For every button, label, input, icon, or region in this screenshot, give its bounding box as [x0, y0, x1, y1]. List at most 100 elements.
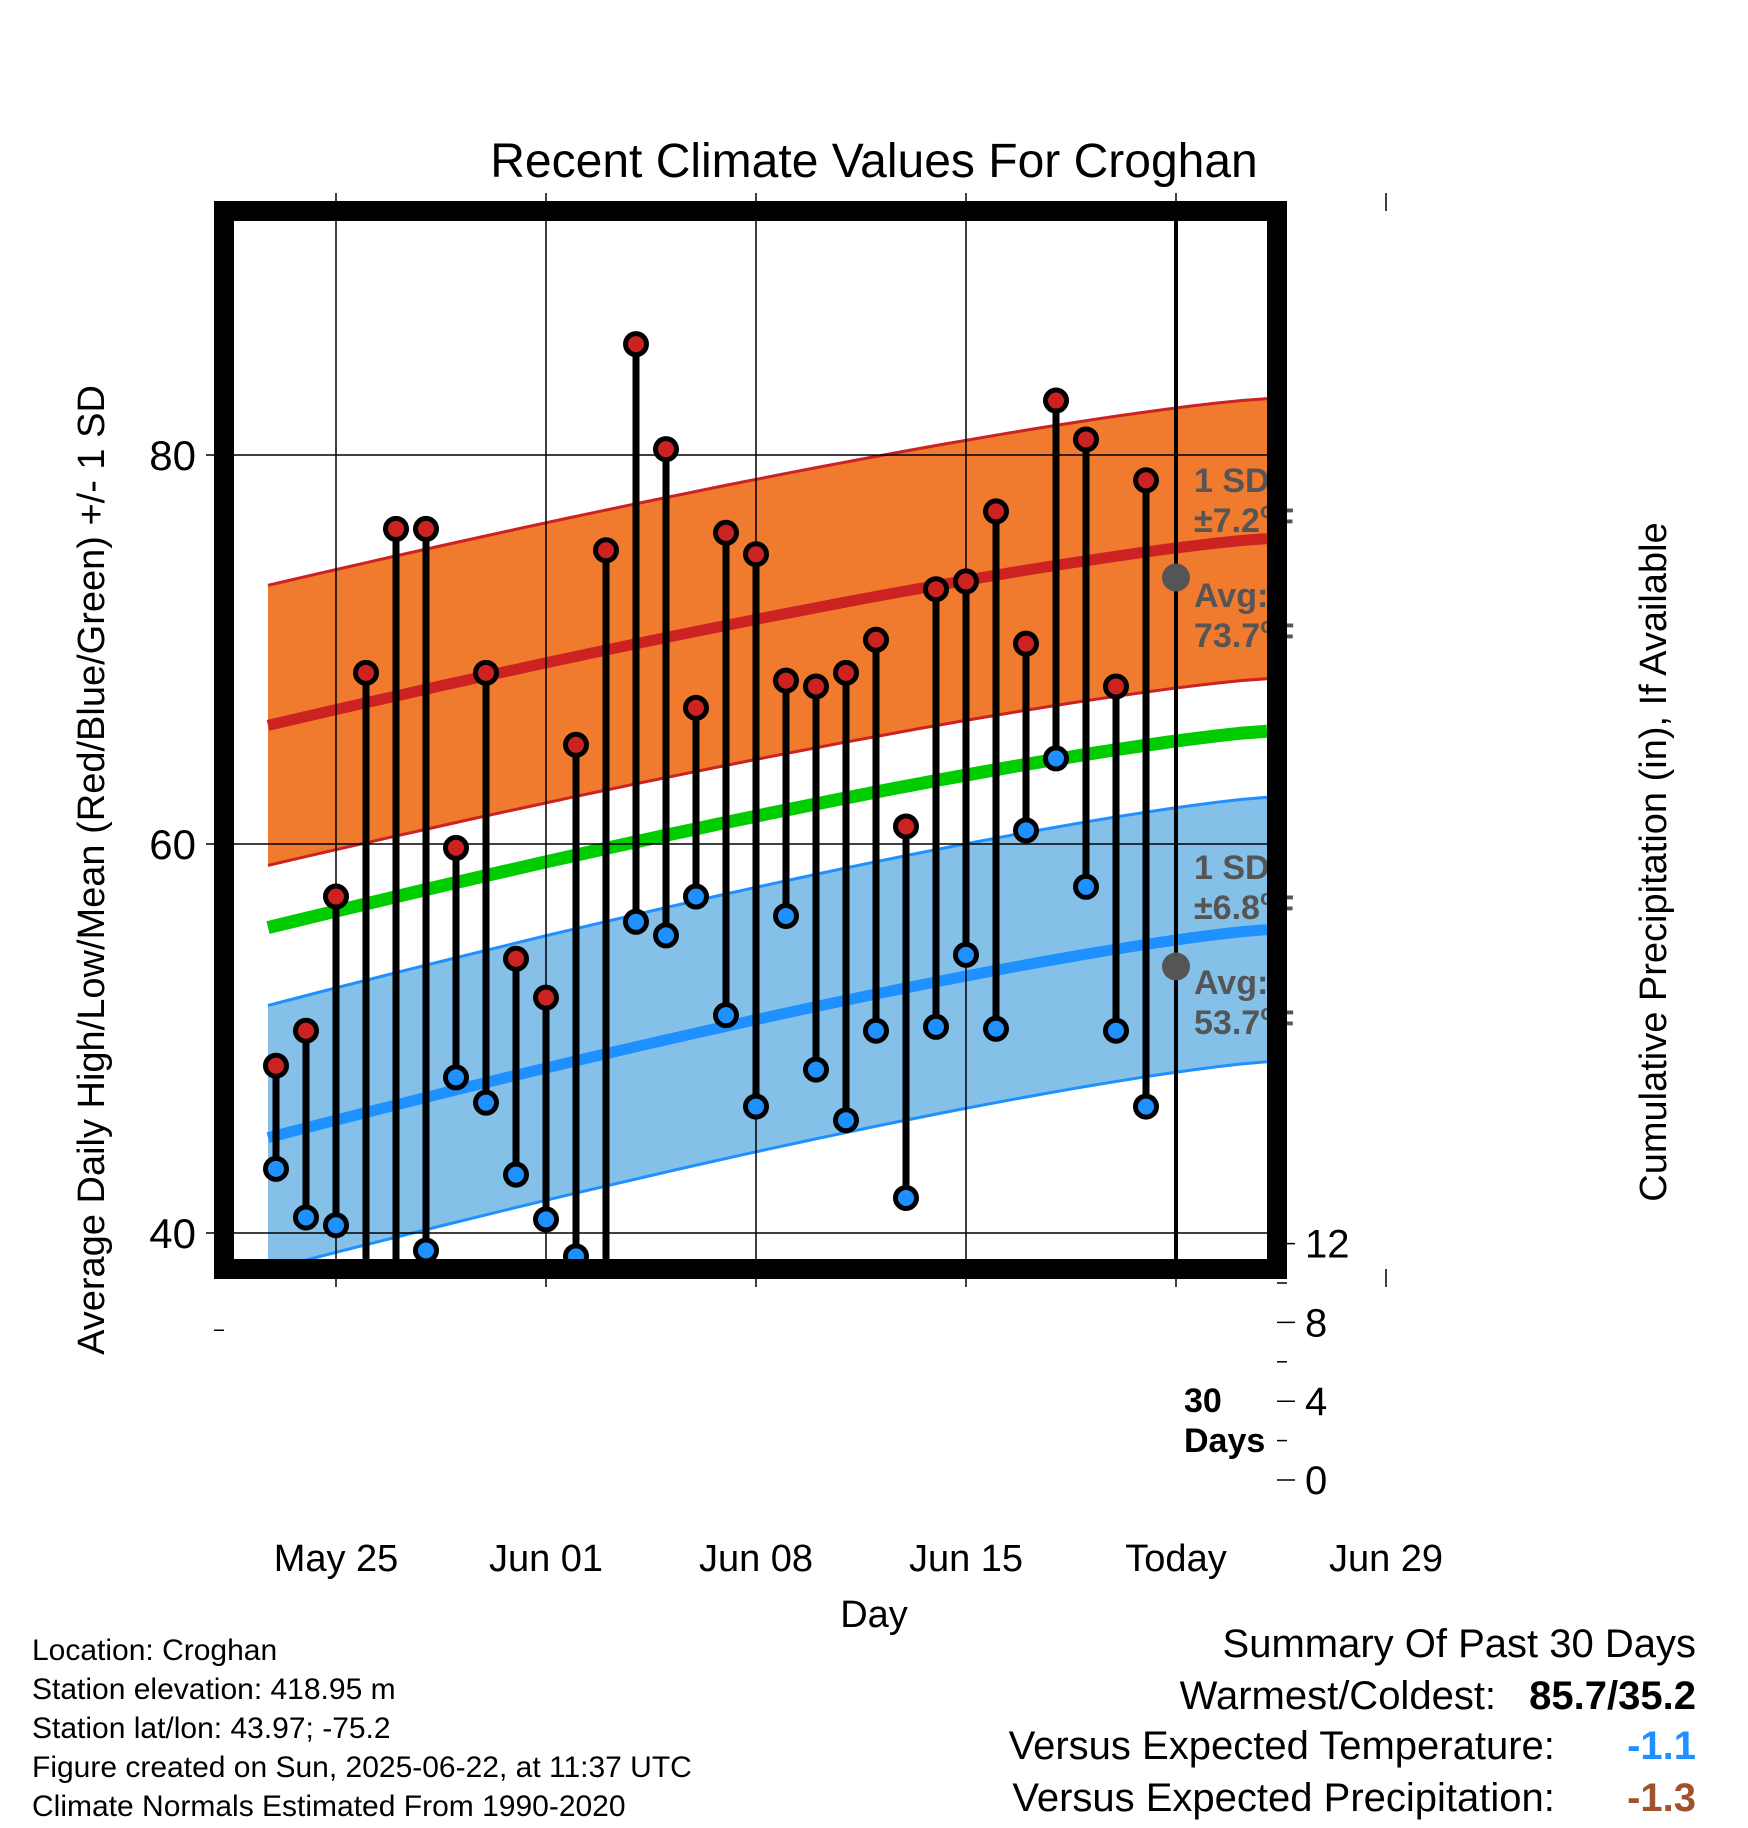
low-point-19	[833, 1107, 859, 1134]
summary-precip-row: Versus Expected Precipitation: -1.3	[1012, 1776, 1696, 1821]
low-point-25	[1013, 817, 1039, 844]
high-point-3	[353, 659, 379, 686]
high-point-18	[803, 673, 829, 700]
x-tick-label-5: Jun 29	[1329, 1538, 1443, 1580]
high-point-5	[413, 515, 439, 542]
high-point-9	[533, 984, 559, 1011]
summary-heading: Summary Of Past 30 Days	[1222, 1622, 1696, 1666]
chart-title: Recent Climate Values For Croghan	[490, 135, 1258, 188]
low-point-0	[263, 1155, 289, 1182]
x-tick-label-0: May 25	[274, 1538, 399, 1580]
high-point-29	[1133, 467, 1159, 494]
days-label-line1: 30	[1184, 1382, 1222, 1420]
low-point-23	[953, 941, 979, 968]
low-point-29	[1133, 1093, 1159, 1120]
low-point-24	[983, 1015, 1009, 1042]
high-point-2	[323, 883, 349, 910]
high-point-13	[653, 436, 679, 463]
high-point-7	[473, 659, 499, 686]
low-point-2	[323, 1212, 349, 1239]
high-point-17	[773, 667, 799, 694]
low-point-3	[356, 1316, 377, 1337]
low-point-5	[413, 1237, 439, 1259]
low-point-6	[443, 1064, 469, 1091]
low-point-8	[503, 1161, 529, 1188]
high-point-11	[593, 537, 619, 564]
plot-area	[234, 221, 1267, 1337]
low-point-17	[773, 902, 799, 929]
y-right-tick-label-4: 4	[1305, 1380, 1327, 1424]
low-point-28	[1103, 1017, 1129, 1044]
high-point-8	[503, 945, 529, 972]
low-point-7	[473, 1089, 499, 1116]
high-normal-band-upper-edge	[267, 397, 1267, 587]
footer-location: Location: Croghan	[32, 1634, 278, 1667]
y-tick-label-60: 60	[149, 821, 196, 868]
x-tick-label-2: Jun 08	[699, 1538, 813, 1580]
low-point-18	[803, 1056, 829, 1083]
summary-temp-label: Versus Expected Temperature:	[1008, 1724, 1555, 1768]
y-right-tick-label-8: 8	[1305, 1301, 1327, 1345]
y-tick-label-40: 40	[149, 1210, 196, 1257]
x-tick-label-1: Jun 01	[489, 1538, 603, 1580]
footer-latlon: Station lat/lon: 43.97; -75.2	[32, 1712, 391, 1745]
today-low-avg-marker	[1162, 952, 1190, 981]
footer-elevation: Station elevation: 418.95 m	[32, 1673, 396, 1706]
y-tick-label-80: 80	[149, 432, 196, 479]
high-point-19	[833, 659, 859, 686]
high-point-15	[713, 519, 739, 546]
low-point-16	[743, 1093, 769, 1120]
y-right-tick-label-0: 0	[1305, 1459, 1327, 1503]
mean-normal-line	[266, 724, 1267, 934]
high-avg-label-line1: Avg:	[1194, 577, 1268, 615]
low-point-14	[683, 883, 709, 910]
low-normal-band-upper-edge	[267, 795, 1267, 1007]
x-tick-label-4: Today	[1125, 1538, 1226, 1580]
high-point-24	[983, 498, 1009, 525]
plot-frame	[214, 201, 1287, 1279]
low-point-11	[596, 1308, 617, 1329]
summary-temp-row: Versus Expected Temperature: -1.1	[1009, 1724, 1696, 1769]
high-point-28	[1103, 673, 1129, 700]
high-point-27	[1073, 426, 1099, 453]
high-point-6	[443, 834, 469, 861]
low-normal-line	[266, 924, 1267, 1144]
summary-temp-value: -1.1	[1627, 1724, 1696, 1768]
low-point-20	[863, 1017, 889, 1044]
high-point-14	[683, 694, 709, 721]
y-axis-label: Average Daily High/Low/Mean (Red/Blue/Gr…	[71, 385, 113, 1355]
low-sd-label-line1: 1 SD:	[1194, 849, 1281, 887]
y-right-tick-label-12: 12	[1305, 1223, 1350, 1267]
high-point-23	[953, 568, 979, 595]
summary-warm-cold-row: Warmest/Coldest: 85.7/35.2	[1180, 1674, 1696, 1719]
high-point-1	[293, 1017, 319, 1044]
low-point-13	[653, 922, 679, 949]
high-point-22	[923, 576, 949, 603]
low-point-10	[563, 1243, 589, 1259]
high-normal-band	[268, 398, 1267, 866]
high-point-0	[263, 1052, 289, 1079]
low-point-27	[1073, 873, 1099, 900]
high-point-20	[863, 626, 889, 653]
days-label-line2: Days	[1184, 1422, 1265, 1460]
high-point-10	[563, 731, 589, 758]
footer-created: Figure created on Sun, 2025-06-22, at 11…	[32, 1751, 692, 1784]
high-point-16	[743, 541, 769, 568]
summary-precip-value: -1.3	[1627, 1776, 1696, 1820]
low-avg-label-line1: Avg:	[1194, 964, 1268, 1002]
high-sd-label-line1: 1 SD:	[1194, 462, 1281, 500]
low-point-26	[1043, 745, 1069, 772]
summary-warm-cold-label: Warmest/Coldest:	[1179, 1674, 1497, 1718]
high-normal-band-lower-edge	[267, 677, 1267, 867]
y-axis-right-label: Cumulative Precipitation (in), If Availa…	[1633, 522, 1675, 1201]
low-point-12	[623, 908, 649, 935]
low-normal-band-lower-edge	[304, 1060, 1267, 1259]
low-point-1	[293, 1204, 319, 1231]
high-normal-line	[266, 533, 1267, 731]
high-point-12	[623, 331, 649, 358]
x-axis-label: Day	[840, 1594, 908, 1636]
low-point-9	[533, 1206, 559, 1233]
low-point-21	[893, 1184, 919, 1211]
low-point-22	[923, 1013, 949, 1040]
